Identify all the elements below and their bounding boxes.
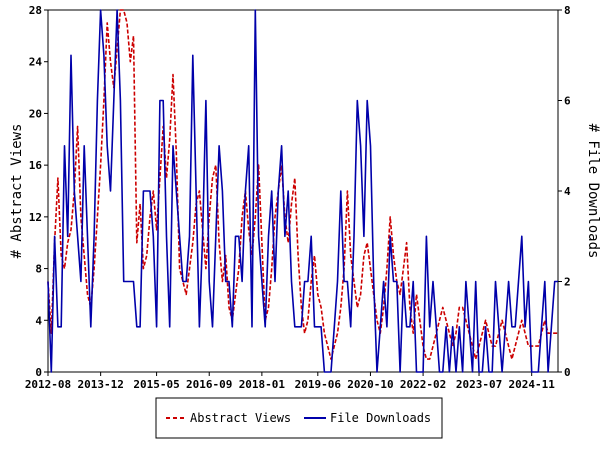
y-left-tick-label: 24: [29, 56, 43, 69]
x-tick-label: 2023-07: [456, 378, 502, 391]
legend: Abstract Views File Downloads: [155, 397, 443, 439]
y-left-tick-label: 12: [29, 211, 42, 224]
y-right-tick-label: 6: [564, 95, 571, 108]
x-tick-label: 2024-11: [508, 378, 555, 391]
x-tick-label: 2022-02: [400, 378, 446, 391]
series-layer: [47, 9, 558, 373]
series-line-file-downloads: [47, 9, 558, 373]
y-right-tick-label: 4: [564, 185, 571, 198]
x-tick-label: 2019-06: [295, 378, 342, 391]
y-right-tick-label: 2: [564, 276, 571, 289]
y-left-tick-label: 16: [29, 159, 43, 172]
y-left-tick-label: 28: [29, 4, 42, 17]
x-tick-label: 2016-09: [186, 378, 232, 391]
y-right-tick-label: 8: [564, 4, 571, 17]
axis-ticks: [44, 9, 562, 376]
legend-box: [155, 397, 443, 439]
legend-label-abstract-views: Abstract Views: [190, 411, 291, 425]
legend-label-file-downloads: File Downloads: [330, 411, 431, 425]
y-left-tick-label: 0: [35, 366, 42, 379]
x-tick-label: 2018-01: [239, 378, 286, 391]
y-axis-right-title: # File Downloads: [585, 124, 600, 259]
y-left-tick-label: 20: [29, 107, 42, 120]
x-tick-label: 2012-08: [25, 378, 71, 391]
x-tick-label: 2020-10: [347, 378, 393, 391]
y-left-tick-label: 8: [35, 263, 42, 276]
x-tick-label: 2013-12: [77, 378, 123, 391]
y-left-tick-label: 4: [35, 314, 42, 327]
y-right-tick-label: 0: [564, 366, 571, 379]
x-tick-label: 2015-05: [133, 378, 179, 391]
y-axis-left-title: # Abstract Views: [9, 124, 25, 259]
